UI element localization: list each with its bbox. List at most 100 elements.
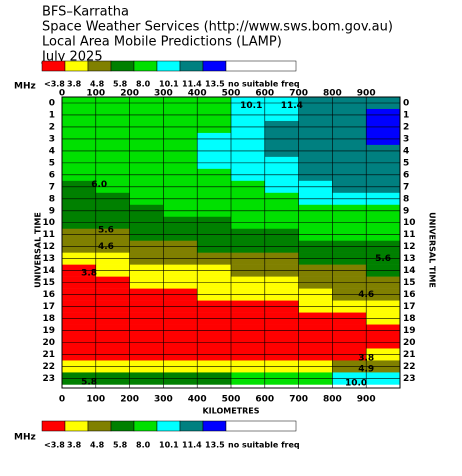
y-tick-label: 19 (42, 326, 55, 336)
x-tick-label: 500 (222, 89, 241, 99)
legend-swatch (87, 420, 112, 432)
legend-label: 4.8 (90, 80, 105, 89)
legend-swatch (133, 60, 158, 72)
x-tick-label: 300 (154, 395, 173, 405)
legend-label: 11.4 (182, 441, 202, 450)
legend-swatch (202, 420, 227, 432)
x-tick-label: 100 (86, 89, 105, 99)
x-axis-label: KILOMETRES (202, 407, 259, 416)
x-tick-label: 300 (154, 89, 173, 99)
legend-label: 8.0 (136, 80, 151, 89)
y-tick-label: 13 (403, 254, 416, 264)
contour-label: 4.9 (358, 364, 374, 374)
plot-frame (61, 96, 401, 389)
legend-label: <3.8 (44, 80, 65, 89)
legend-label: <3.8 (44, 441, 65, 450)
y-tick-label: 20 (42, 338, 55, 348)
x-tick-label: 700 (289, 89, 308, 99)
y-tick-label: 13 (42, 254, 55, 264)
legend-swatch (156, 60, 181, 72)
x-tick-label: 100 (86, 395, 105, 405)
y-tick-label: 1 (403, 110, 409, 120)
y-tick-label: 18 (42, 314, 55, 324)
legend-label: 11.4 (182, 80, 202, 89)
x-tick-label: 600 (255, 89, 274, 99)
contour-label: 6.0 (91, 180, 107, 190)
legend-unit: MHz (14, 82, 36, 92)
y-tick-label: 5 (49, 158, 55, 168)
y-tick-label: 7 (49, 182, 55, 192)
legend-swatch (202, 60, 227, 72)
legend-swatch (87, 60, 112, 72)
y-tick-label: 18 (403, 314, 416, 324)
legend-swatch (41, 420, 66, 432)
legend-label: 8.0 (136, 441, 151, 450)
x-tick-label: 0 (59, 89, 65, 99)
y-tick-label: 1 (49, 110, 55, 120)
x-tick-label: 800 (323, 395, 342, 405)
legend-swatch (133, 420, 158, 432)
y-tick-label: 4 (49, 146, 55, 156)
contour-label: 10.0 (345, 379, 367, 389)
contour-label: 5.8 (81, 378, 97, 388)
title-line: Space Weather Services (http://www.sws.b… (42, 20, 393, 35)
y-tick-label: 0 (49, 98, 55, 108)
x-tick-label: 200 (120, 395, 139, 405)
x-tick-label: 200 (120, 89, 139, 99)
y-tick-label: 14 (403, 266, 416, 276)
y-tick-label: 4 (403, 146, 409, 156)
y-tick-label: 16 (42, 290, 55, 300)
y-tick-label: 22 (403, 362, 416, 372)
legend-label: 13.5 (205, 80, 225, 89)
legend-swatch (156, 420, 181, 432)
y-tick-label: 21 (403, 350, 416, 360)
y-tick-label: 21 (42, 350, 55, 360)
x-tick-label: 0 (59, 395, 65, 405)
legend-label: no suitable freq (228, 441, 300, 450)
legend-unit: MHz (14, 433, 36, 443)
y-tick-label: 23 (403, 374, 416, 384)
y-tick-label: 17 (403, 302, 416, 312)
legend-swatch (225, 420, 297, 432)
y-tick-label: 11 (403, 230, 416, 240)
contour-label: 11.4 (281, 101, 303, 111)
legend-label: 4.8 (90, 441, 105, 450)
y-tick-label: 8 (403, 194, 409, 204)
y2-axis-label: UNIVERSAL TIME (428, 212, 437, 288)
x-tick-label: 400 (188, 395, 207, 405)
legend-swatch (110, 420, 135, 432)
x-tick-label: 600 (255, 395, 274, 405)
contour-label: 10.1 (240, 101, 262, 111)
legend-label: 5.8 (113, 441, 128, 450)
y-tick-label: 3 (49, 134, 55, 144)
legend-label: 3.8 (67, 441, 82, 450)
legend-swatch (110, 60, 135, 72)
y-tick-label: 17 (42, 302, 55, 312)
y-tick-label: 2 (403, 122, 409, 132)
title-line: Local Area Mobile Predictions (LAMP) (42, 35, 282, 50)
y-tick-label: 14 (42, 266, 55, 276)
legend-label: 3.8 (67, 80, 82, 89)
legend-swatch (179, 420, 204, 432)
legend-label: 5.8 (113, 80, 128, 89)
x-tick-label: 700 (289, 395, 308, 405)
legend-swatch (41, 60, 66, 72)
contour-label: 3.8 (358, 354, 374, 364)
y-tick-label: 8 (49, 194, 55, 204)
title-line: BFS–Karratha (42, 5, 129, 20)
y-tick-label: 15 (42, 278, 55, 288)
legend-label: 10.1 (159, 80, 179, 89)
y-tick-label: 3 (403, 134, 409, 144)
legend-swatch (225, 60, 297, 72)
y-tick-label: 7 (403, 182, 409, 192)
legend-swatch (64, 420, 89, 432)
contour-label: 3.8 (81, 269, 97, 279)
y-tick-label: 12 (403, 242, 416, 252)
x-tick-label: 400 (188, 89, 207, 99)
y-axis-label: UNIVERSAL TIME (34, 212, 43, 288)
y-tick-label: 12 (42, 242, 55, 252)
contour-label: 4.6 (358, 290, 374, 300)
y-tick-label: 15 (403, 278, 416, 288)
y-tick-label: 6 (49, 170, 55, 180)
